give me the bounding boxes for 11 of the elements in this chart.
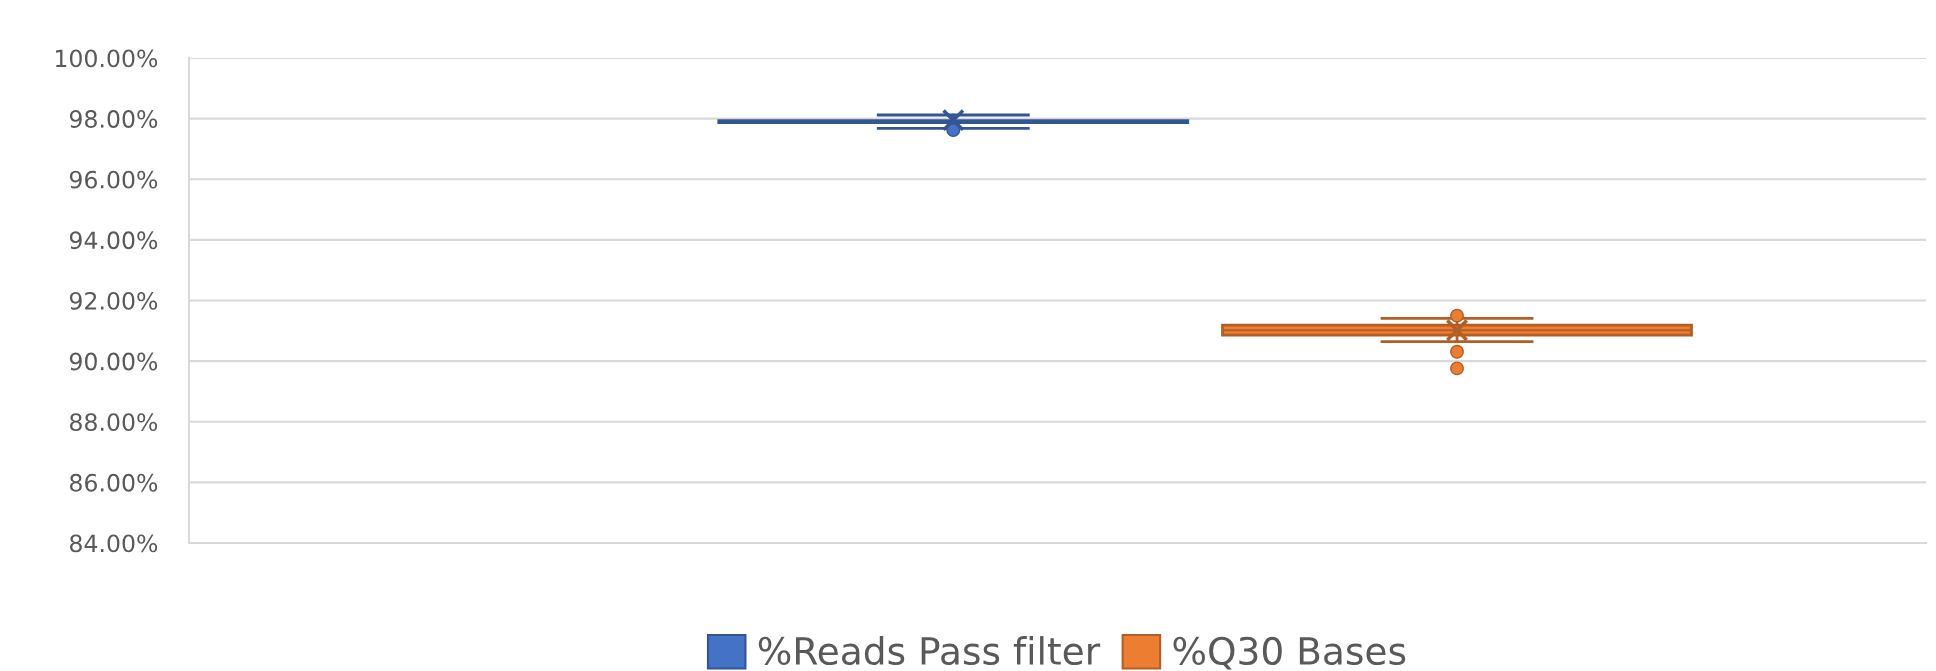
y-tick-label: 92.00% <box>69 291 158 310</box>
y-tick-label: 88.00% <box>70 413 158 432</box>
y-tick-label: 90.00% <box>69 352 158 371</box>
y-tick-label: 100.00% <box>55 49 158 68</box>
y-tick-label: 94.00% <box>69 231 158 250</box>
y-tick-label: 86.00% <box>70 473 158 492</box>
y-tick-label: 96.00% <box>69 170 158 189</box>
y-tick-label: 84.00% <box>70 534 158 553</box>
legend-label: %Q30 Bases <box>1173 636 1406 670</box>
legend-label: %Reads Pass filter <box>758 636 1101 666</box>
y-tick-label: 98.00% <box>69 110 158 128</box>
